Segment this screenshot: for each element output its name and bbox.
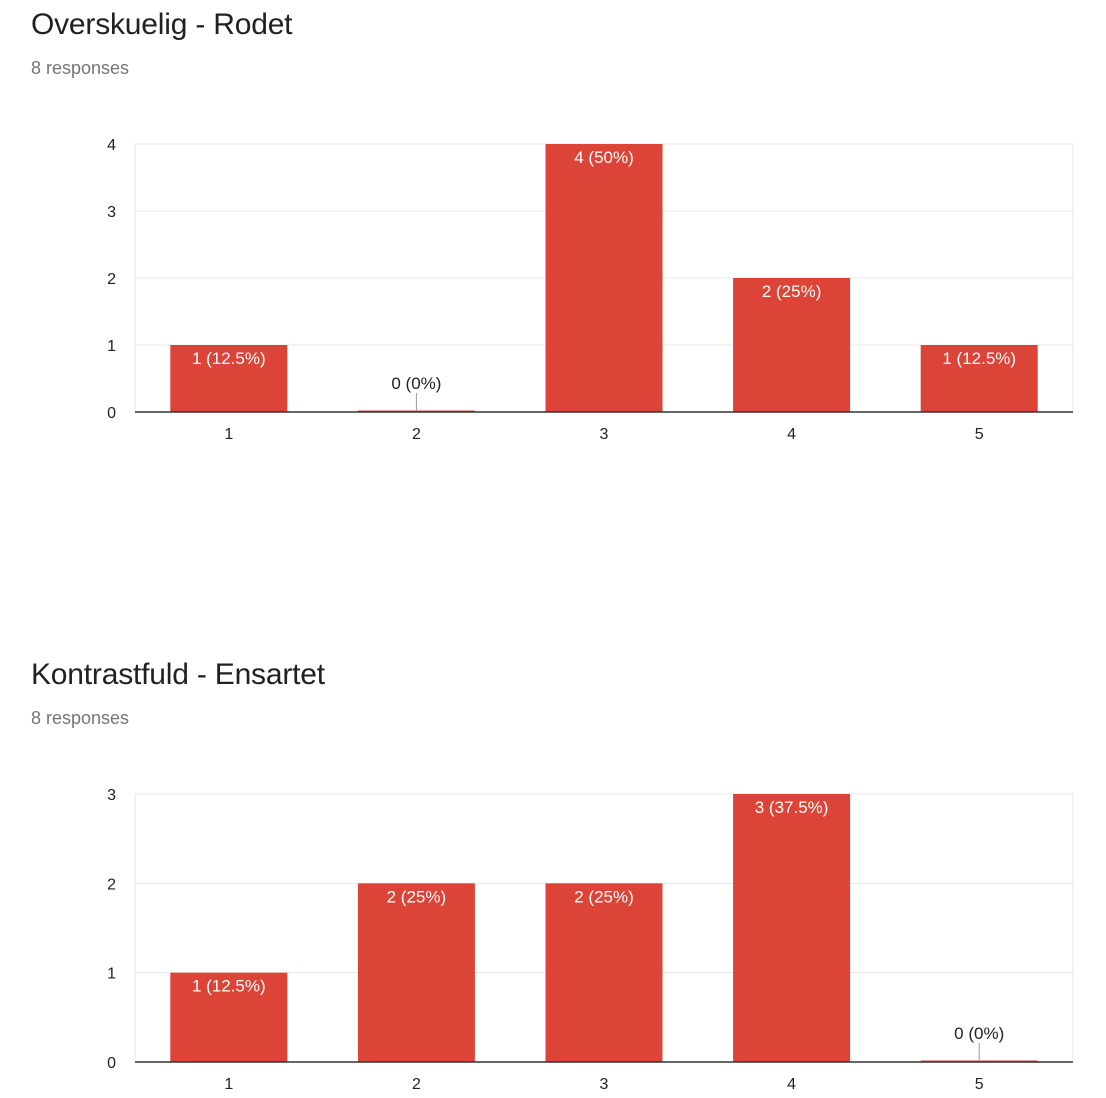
bar bbox=[545, 883, 663, 1062]
x-tick-label: 5 bbox=[975, 1076, 984, 1093]
bar bbox=[733, 278, 851, 412]
x-tick-label: 4 bbox=[787, 1076, 796, 1093]
bar-data-label: 0 (0%) bbox=[391, 374, 441, 393]
x-tick-label: 1 bbox=[224, 1076, 233, 1093]
bar-data-label: 1 (12.5%) bbox=[192, 977, 266, 996]
bar bbox=[170, 345, 288, 412]
bar-chart: 0 1 2 3 4 1 (12.5%) 1 0 (0%) 2 4 (50%) 3 2 (25%) 4 1 … bbox=[107, 137, 1074, 443]
bar bbox=[357, 883, 475, 1062]
bar-data-label: 1 (12.5%) bbox=[942, 349, 1016, 368]
y-tick-label: 3 bbox=[107, 787, 116, 804]
bar-data-label: 4 (50%) bbox=[574, 148, 634, 167]
y-tick-label: 2 bbox=[107, 271, 116, 288]
y-tick-label: 4 bbox=[107, 137, 116, 154]
bar-data-label: 2 (25%) bbox=[762, 282, 822, 301]
y-tick-label: 1 bbox=[107, 338, 116, 355]
bar bbox=[545, 144, 663, 412]
question-section: Kontrastfuld - Ensartet 8 responses 0 1 2 3… bbox=[0, 650, 1106, 1098]
question-title: Kontrastfuld - Ensartet bbox=[31, 658, 325, 691]
y-tick-label: 3 bbox=[107, 204, 116, 221]
x-tick-label: 2 bbox=[412, 1076, 421, 1093]
y-tick-label: 1 bbox=[107, 966, 116, 983]
bar bbox=[920, 345, 1038, 412]
x-tick-label: 4 bbox=[787, 426, 796, 443]
y-tick-label: 0 bbox=[107, 405, 116, 422]
bar-data-label: 2 (25%) bbox=[574, 887, 634, 906]
x-tick-label: 3 bbox=[600, 426, 609, 443]
question-title: Overskuelig - Rodet bbox=[31, 8, 293, 41]
bar bbox=[733, 794, 851, 1062]
y-tick-label: 2 bbox=[107, 876, 116, 893]
x-tick-label: 2 bbox=[412, 426, 421, 443]
bar-chart: 0 1 2 3 1 (12.5%) 1 2 (25%) 2 2 (25%) 3 3 (37.5%) 4… bbox=[107, 787, 1074, 1093]
x-tick-label: 1 bbox=[224, 426, 233, 443]
bar-data-label: 1 (12.5%) bbox=[192, 349, 266, 368]
bar bbox=[170, 972, 288, 1062]
question-section: Overskuelig - Rodet 8 responses 0 1 2 3 4 1 (… bbox=[31, 8, 1074, 443]
x-tick-label: 3 bbox=[600, 1076, 609, 1093]
response-count: 8 responses bbox=[31, 708, 130, 728]
bar-data-label: 0 (0%) bbox=[954, 1024, 1004, 1043]
bar-data-label: 3 (37.5%) bbox=[755, 798, 829, 817]
response-count: 8 responses bbox=[31, 58, 130, 78]
bar-data-label: 2 (25%) bbox=[387, 887, 447, 906]
y-tick-label: 0 bbox=[107, 1055, 116, 1072]
x-tick-label: 5 bbox=[975, 426, 984, 443]
